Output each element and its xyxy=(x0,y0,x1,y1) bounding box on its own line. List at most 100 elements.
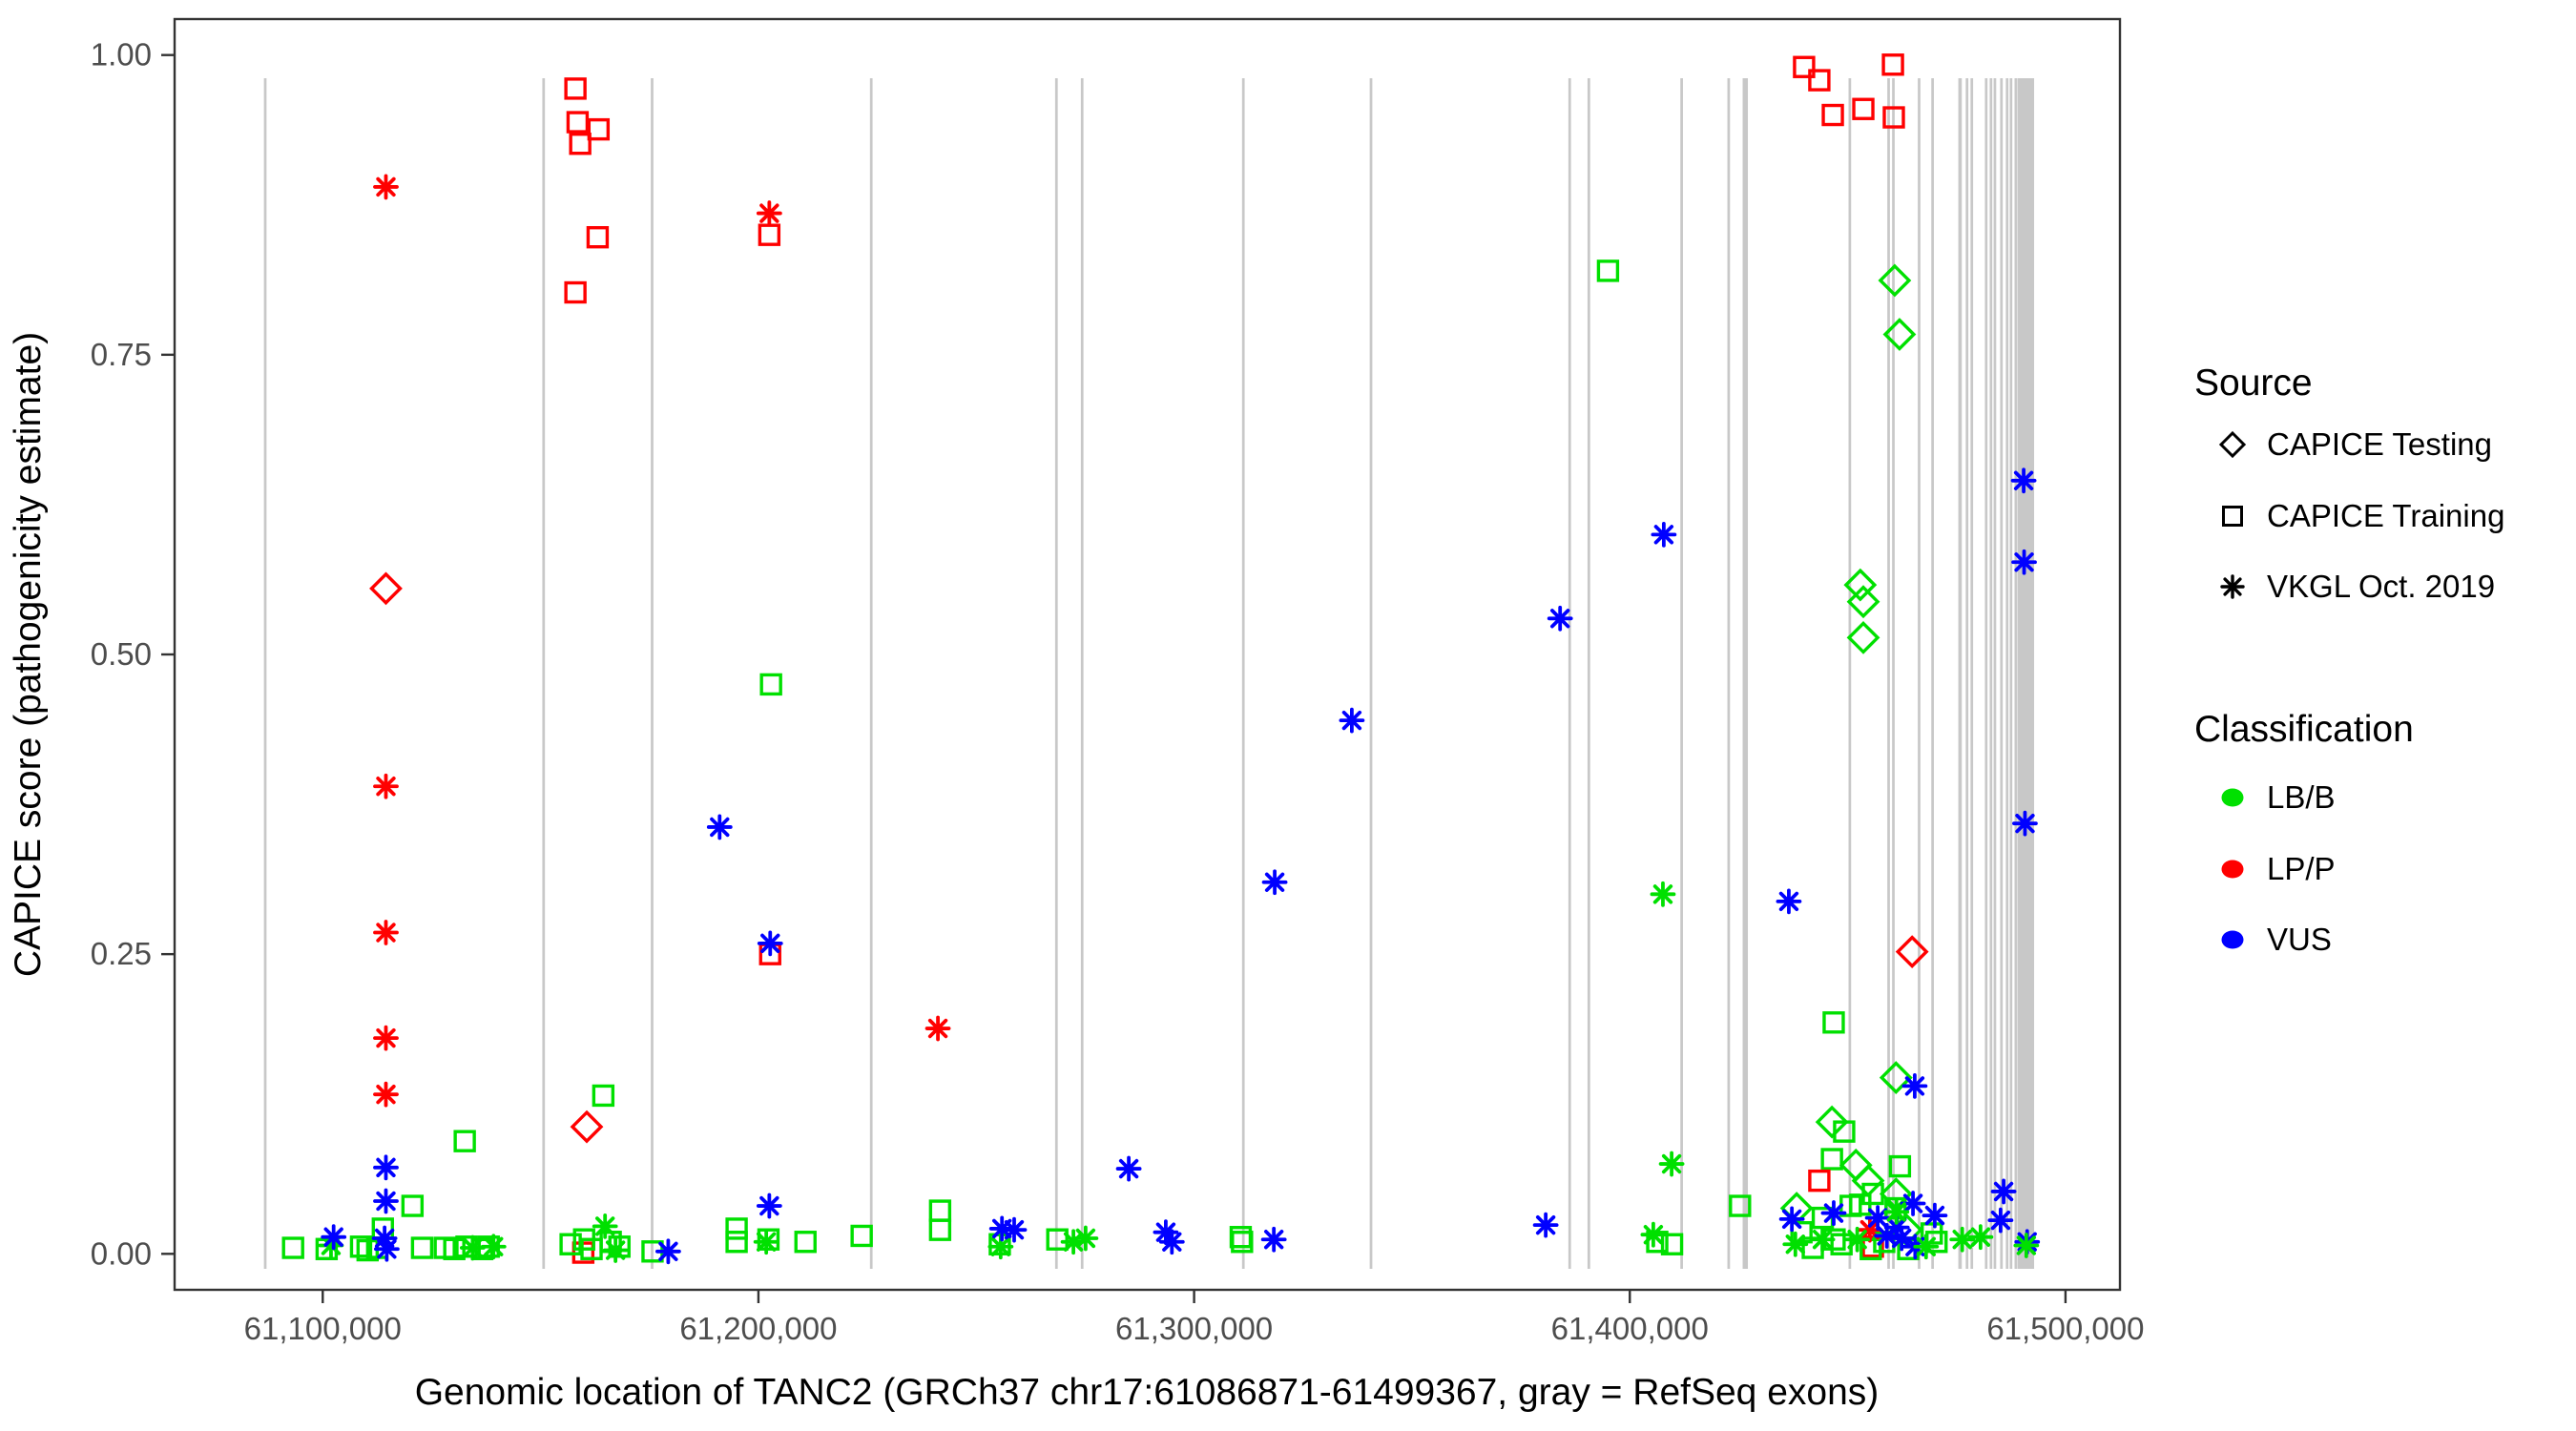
data-point-square xyxy=(725,1231,748,1254)
data-point-asterisk xyxy=(373,1154,399,1181)
diamond-legend-icon xyxy=(2218,430,2247,459)
data-point-asterisk xyxy=(2220,574,2245,599)
data-point-square xyxy=(564,280,587,304)
data-point-asterisk xyxy=(1778,1206,1805,1233)
exon-band xyxy=(1080,78,1084,1269)
legend-item-asterisk: VKGL Oct. 2019 xyxy=(2212,566,2495,608)
x-tick-label: 61,500,000 xyxy=(1986,1311,2144,1346)
data-point-asterisk xyxy=(1987,1207,2014,1234)
data-point-diamond xyxy=(1878,263,1912,298)
data-point-square xyxy=(759,673,782,696)
data-point-asterisk xyxy=(654,1238,681,1265)
data-point-asterisk xyxy=(1651,521,1677,548)
data-point-square xyxy=(1830,1233,1853,1255)
exon-band xyxy=(2000,78,2004,1269)
data-point-asterisk xyxy=(373,1235,400,1262)
data-point-square xyxy=(757,1228,780,1251)
legend-item-diamond: CAPICE Testing xyxy=(2212,424,2492,466)
exon-band xyxy=(1918,78,1921,1269)
data-point-diamond xyxy=(1846,585,1880,619)
data-point-square xyxy=(1231,1231,1254,1254)
data-point-asterisk xyxy=(1158,1229,1185,1255)
exon-band xyxy=(869,78,873,1269)
legend-item-label: VKGL Oct. 2019 xyxy=(2267,569,2496,604)
data-point-asterisk xyxy=(1809,1226,1836,1253)
exon-band xyxy=(651,78,654,1269)
legend-item-label: CAPICE Training xyxy=(2267,497,2505,533)
x-tick-label: 61,200,000 xyxy=(679,1311,837,1346)
exon-band xyxy=(2014,78,2018,1269)
data-point-asterisk xyxy=(2013,1233,2040,1258)
data-point-asterisk xyxy=(602,1237,629,1263)
data-point-diamond xyxy=(1843,568,1878,602)
data-point-asterisk xyxy=(1967,1224,1994,1251)
data-point-square xyxy=(1729,1194,1752,1217)
data-point-asterisk xyxy=(1922,1202,1948,1229)
exon-band xyxy=(1568,78,1571,1269)
data-point-asterisk xyxy=(756,1192,782,1219)
data-point-square xyxy=(569,132,592,156)
data-points-layer xyxy=(281,53,2041,1265)
data-point-asterisk xyxy=(1883,1198,1910,1225)
panel-border-layer xyxy=(173,17,2122,1292)
data-point-square xyxy=(928,1218,952,1241)
dot-legend-icon xyxy=(2221,930,2244,949)
data-point-square xyxy=(1596,259,1620,282)
data-point-asterisk xyxy=(1547,605,1573,632)
data-point-asterisk xyxy=(1072,1225,1099,1252)
data-point-asterisk xyxy=(1339,707,1365,734)
data-point-square xyxy=(1793,55,1816,78)
data-point-diamond xyxy=(570,1110,604,1144)
data-point-square xyxy=(794,1231,817,1254)
data-point-asterisk xyxy=(1844,1226,1871,1253)
data-point-asterisk xyxy=(1532,1212,1559,1238)
data-point-asterisk xyxy=(1261,869,1288,896)
data-point-asterisk xyxy=(1900,1191,1926,1216)
legend-item-lb-b: LB/B xyxy=(2212,777,2336,819)
data-point-square xyxy=(410,1236,434,1259)
exon-band xyxy=(1993,78,1997,1269)
data-point-square xyxy=(566,111,590,134)
data-point-square xyxy=(725,1217,748,1240)
data-point-square xyxy=(1888,1154,1912,1178)
legend-item-square: CAPICE Training xyxy=(2212,495,2504,537)
legend-item-label: VUS xyxy=(2267,922,2332,957)
exon-band xyxy=(1848,78,1852,1269)
data-point-square xyxy=(564,77,587,100)
data-point-asterisk xyxy=(2010,467,2037,494)
data-point-square xyxy=(850,1224,873,1248)
legend-item-label: LP/P xyxy=(2267,850,2336,886)
data-point-square xyxy=(592,1084,615,1108)
data-point-diamond xyxy=(1895,935,1929,969)
legend-color-dot xyxy=(2221,930,2244,949)
y-tick-label: 0.00 xyxy=(91,1235,152,1271)
data-point-asterisk xyxy=(1776,888,1802,915)
exon-band xyxy=(1965,78,1969,1269)
data-point-diamond xyxy=(1846,621,1880,654)
data-point-asterisk xyxy=(1949,1226,1976,1253)
data-point-asterisk xyxy=(1864,1205,1891,1232)
data-point-square xyxy=(1790,1220,1813,1244)
exon-band xyxy=(263,78,267,1269)
data-point-asterisk xyxy=(2012,810,2038,837)
data-point-asterisk xyxy=(1260,1226,1287,1253)
data-point-square xyxy=(559,1233,582,1255)
data-point-diamond xyxy=(1839,1148,1873,1182)
exon-band xyxy=(1984,78,1988,1269)
data-point-asterisk xyxy=(459,1234,486,1261)
data-point-asterisk xyxy=(706,814,733,840)
data-point-diamond xyxy=(1815,1105,1849,1139)
data-point-square xyxy=(453,1130,476,1152)
exon-band xyxy=(1727,78,1731,1269)
data-point-diamond xyxy=(1851,1164,1885,1198)
dot-legend-icon xyxy=(2221,860,2244,878)
data-point-square xyxy=(2222,505,2243,527)
data-point-square xyxy=(928,1199,952,1222)
exon-band xyxy=(1931,78,1935,1269)
data-point-square xyxy=(587,117,611,141)
data-point-asterisk xyxy=(1782,1231,1809,1257)
exon-band xyxy=(1680,78,1683,1269)
exon-band xyxy=(1054,78,1058,1269)
